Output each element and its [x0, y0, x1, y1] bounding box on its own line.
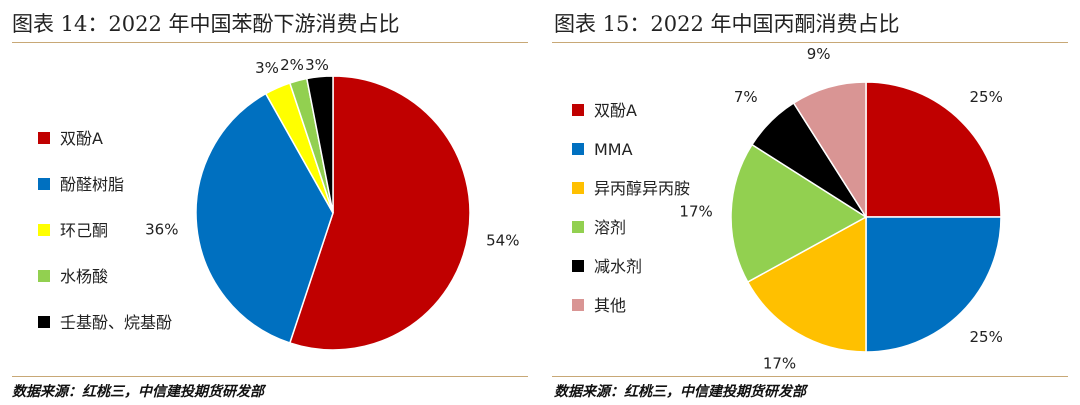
source-divider [552, 376, 1068, 377]
pie-chart-acetone: 25% 双酚A 25% MMA 17% 异丙醇异丙胺 17% 溶剂 7% 减水剂 9% 其他 [572, 45, 1003, 372]
source-note: 数据来源：红桃三，中信建投期货研发部 [554, 384, 806, 400]
data-label: 25% [970, 328, 1003, 346]
figure-title: 图表 15：2022 年中国丙酮消费占比 [554, 12, 900, 36]
legend-label: 异丙醇异丙胺 [594, 179, 690, 198]
pie-slice [305, 75, 334, 214]
legend-label: 水杨酸 [60, 267, 108, 286]
legend-swatch [38, 132, 50, 144]
data-label: 17% [763, 354, 796, 372]
data-label: 3% [305, 56, 329, 74]
pie-slice [746, 215, 867, 353]
legend-label: MMA [594, 140, 633, 159]
legend-label: 酚醛树脂 [60, 175, 124, 194]
legend-label: 环己酮 [60, 221, 108, 240]
legend-swatch [38, 224, 50, 236]
legend-swatch [572, 182, 584, 194]
legend-swatch [572, 143, 584, 155]
legend-label: 其他 [594, 296, 626, 315]
title-divider [12, 42, 528, 43]
data-label: 54% [486, 232, 519, 250]
pie-slice [865, 216, 1002, 353]
data-label: 7% [734, 88, 758, 106]
legend-label: 溶剂 [594, 218, 626, 237]
figure-title: 图表 14：2022 年中国苯酚下游消费占比 [12, 12, 400, 36]
pie-slice [730, 143, 868, 284]
pie-slice [195, 92, 334, 344]
legend-label: 壬基酚、烷基酚 [60, 313, 172, 332]
legend-swatch [572, 260, 584, 272]
legend-swatch [572, 299, 584, 311]
legend-label: 减水剂 [594, 257, 642, 276]
pie-chart-phenol: 54% 双酚A 36% 酚醛树脂 3% 环己酮 2% 水杨酸 3% 壬基酚、烷基酚 [38, 56, 519, 351]
legend-swatch [38, 178, 50, 190]
data-label: 25% [970, 88, 1003, 106]
title-divider [552, 42, 1068, 43]
data-label: 3% [255, 59, 279, 77]
legend-swatch [38, 270, 50, 282]
data-label: 9% [807, 45, 831, 63]
legend-swatch [38, 316, 50, 328]
data-label: 36% [145, 221, 178, 239]
source-note: 数据来源：红桃三，中信建投期货研发部 [12, 384, 264, 400]
legend-swatch [572, 221, 584, 233]
legend-swatch [572, 104, 584, 116]
pie-slice [288, 75, 471, 351]
pie-slice [792, 81, 867, 220]
source-divider [12, 376, 528, 377]
pie-slice [865, 81, 1002, 218]
chart-panel-phenol: 图表 14：2022 年中国苯酚下游消费占比 54% 双酚A 36% 酚醛树脂 3% 环己… [12, 12, 528, 400]
data-label: 17% [679, 203, 712, 221]
data-label: 2% [280, 56, 304, 74]
legend-label: 双酚A [60, 129, 103, 148]
legend-label: 双酚A [594, 101, 637, 120]
chart-panel-acetone: 图表 15：2022 年中国丙酮消费占比 25% 双酚A 25% MMA 17% 异丙醇异… [540, 0, 1080, 405]
